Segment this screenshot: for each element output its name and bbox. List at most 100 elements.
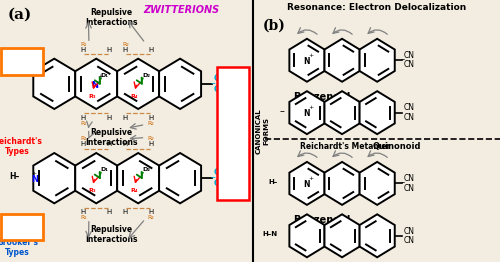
Text: Resonance: Electron Delocalization: Resonance: Electron Delocalization: [286, 3, 466, 12]
Text: CN: CN: [404, 236, 414, 245]
Text: Benzenoid: Benzenoid: [293, 215, 350, 225]
Text: R₁: R₁: [80, 42, 87, 47]
Text: H: H: [122, 47, 128, 53]
Polygon shape: [34, 59, 76, 109]
Text: Repulsive
Interactions: Repulsive Interactions: [85, 225, 138, 244]
Text: H: H: [122, 141, 128, 147]
Text: D₂: D₂: [142, 73, 150, 78]
Text: Quinonoid: Quinonoid: [372, 142, 420, 151]
Text: Benzenoid: Benzenoid: [293, 92, 350, 102]
Text: H–: H–: [268, 179, 278, 185]
Polygon shape: [159, 59, 201, 109]
Text: –: –: [210, 172, 215, 182]
FancyBboxPatch shape: [2, 48, 43, 75]
Text: –: –: [400, 55, 405, 64]
Text: M-RT: M-RT: [8, 57, 36, 67]
Text: Brooker's
Types: Brooker's Types: [0, 238, 38, 257]
Text: D₁: D₁: [100, 167, 108, 172]
Text: R₃: R₃: [88, 188, 96, 193]
Text: R₂: R₂: [148, 136, 154, 141]
Text: M: M: [228, 74, 237, 84]
Polygon shape: [75, 153, 117, 203]
Text: (b): (b): [262, 18, 285, 32]
Text: CN: CN: [213, 168, 226, 177]
Text: (a): (a): [8, 8, 32, 22]
Polygon shape: [290, 39, 324, 82]
Text: H–N: H–N: [263, 232, 278, 237]
Text: H: H: [81, 209, 86, 215]
Polygon shape: [34, 153, 76, 203]
Text: H: H: [106, 209, 112, 215]
Text: R₃: R₃: [88, 94, 96, 99]
Text: +: +: [98, 74, 103, 80]
Polygon shape: [360, 214, 394, 257]
Text: CN: CN: [404, 51, 414, 60]
Text: CN: CN: [404, 184, 414, 193]
Text: R₁: R₁: [80, 215, 87, 220]
Text: CN: CN: [213, 179, 226, 188]
Polygon shape: [324, 214, 360, 257]
Text: CN: CN: [404, 61, 414, 69]
Polygon shape: [360, 162, 394, 205]
Text: R: R: [229, 165, 236, 175]
Text: S: S: [229, 180, 236, 190]
Text: CANONICAL
FORMS: CANONICAL FORMS: [256, 108, 269, 154]
Text: Repulsive
Interactions: Repulsive Interactions: [85, 128, 138, 147]
Text: E: E: [230, 150, 236, 160]
Polygon shape: [324, 39, 360, 82]
Polygon shape: [360, 39, 394, 82]
Text: +: +: [308, 105, 314, 111]
Text: R₂: R₂: [148, 215, 154, 220]
Text: Repulsive
Interactions: Repulsive Interactions: [85, 8, 138, 26]
Text: R₂: R₂: [148, 121, 154, 126]
Text: CN: CN: [404, 113, 414, 122]
Text: M-BT: M-BT: [8, 222, 36, 232]
Text: H: H: [148, 115, 154, 121]
Text: Reichardt's
Types: Reichardt's Types: [0, 137, 42, 156]
Text: CN: CN: [404, 174, 414, 183]
Polygon shape: [159, 153, 201, 203]
Text: –: –: [400, 178, 405, 187]
Text: R₁: R₁: [80, 121, 87, 126]
Text: D₁: D₁: [100, 73, 108, 78]
FancyBboxPatch shape: [217, 67, 248, 200]
Text: H–: H–: [10, 172, 20, 181]
Text: H: H: [106, 141, 112, 147]
Text: A: A: [229, 119, 236, 129]
Text: H: H: [148, 209, 154, 215]
Text: CN: CN: [213, 74, 226, 83]
Text: M: M: [228, 134, 237, 144]
Polygon shape: [290, 214, 324, 257]
Text: CN: CN: [213, 85, 226, 94]
Text: H: H: [148, 141, 154, 147]
Text: H: H: [122, 209, 128, 215]
Text: N: N: [303, 109, 310, 118]
Polygon shape: [290, 91, 324, 134]
Text: +: +: [308, 176, 314, 181]
Text: H: H: [106, 47, 112, 53]
Text: –: –: [280, 106, 284, 116]
Text: R₁: R₁: [80, 136, 87, 141]
Text: +: +: [32, 171, 36, 176]
Polygon shape: [324, 162, 360, 205]
Text: H: H: [81, 141, 86, 147]
Text: D₂: D₂: [142, 167, 150, 172]
Text: H: H: [122, 115, 128, 121]
Text: H: H: [81, 47, 86, 53]
Text: ZWITTERIONS: ZWITTERIONS: [144, 5, 220, 15]
Polygon shape: [324, 91, 360, 134]
Text: H: H: [106, 115, 112, 121]
Polygon shape: [117, 59, 159, 109]
Text: N: N: [32, 175, 38, 184]
Polygon shape: [117, 153, 159, 203]
Text: –: –: [210, 78, 215, 88]
Text: H: H: [81, 115, 86, 121]
Text: E: E: [230, 89, 236, 99]
Text: CN: CN: [404, 227, 414, 236]
Polygon shape: [290, 162, 324, 205]
Text: Reichardt's Metamer: Reichardt's Metamer: [300, 142, 390, 151]
Text: R₄: R₄: [130, 188, 138, 193]
Polygon shape: [75, 59, 117, 109]
Text: R₂: R₂: [122, 42, 128, 47]
Text: CN: CN: [404, 103, 414, 112]
